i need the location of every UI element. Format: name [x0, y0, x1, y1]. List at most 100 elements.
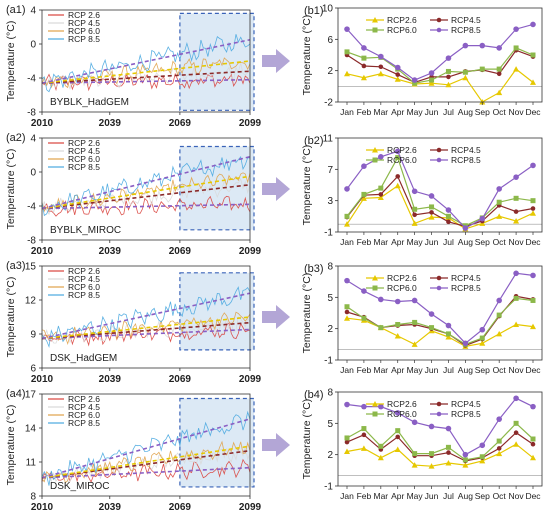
data-point [513, 321, 520, 327]
x-tick-label: 2010 [31, 374, 54, 385]
y-tick-label: 9 [30, 330, 36, 341]
data-point [429, 204, 435, 210]
data-point [378, 53, 384, 60]
data-point [394, 298, 401, 305]
data-point [412, 451, 418, 457]
data-point [394, 446, 401, 452]
series-line-rcp1 [41, 316, 251, 344]
legend-marker [436, 157, 442, 163]
data-point [445, 331, 451, 337]
data-point [378, 185, 384, 191]
data-point [361, 315, 367, 321]
series-line-RCP2.6 [346, 317, 534, 348]
data-point [462, 69, 468, 75]
data-point [445, 460, 452, 466]
data-point [344, 49, 350, 55]
x-tick-label: Jul [443, 365, 454, 375]
x-tick-label: Jul [443, 107, 454, 117]
data-point [496, 199, 502, 205]
x-tick-label: Jan [340, 365, 354, 375]
legend-marker [436, 27, 442, 33]
data-point [462, 74, 469, 81]
legend-entry: RCP 2.6 [68, 266, 100, 276]
data-point [344, 309, 350, 315]
series-line-RCP6.0 [346, 47, 534, 84]
legend-marker [372, 27, 378, 33]
data-point [530, 162, 536, 169]
data-point [479, 42, 486, 49]
x-tick-label: Dec [525, 491, 541, 501]
data-point [446, 74, 451, 80]
y-axis-label: Temperature (°C) [5, 149, 17, 230]
data-point [462, 225, 469, 231]
x-tick-label: Oct [493, 365, 507, 375]
legend-marker [436, 147, 442, 153]
data-point [395, 434, 401, 440]
data-point [530, 436, 536, 442]
x-tick-label: 2010 [31, 502, 54, 513]
x-tick-label: Oct [493, 107, 507, 117]
data-point [513, 174, 519, 180]
x-tick-label: Mar [373, 237, 388, 247]
legend-entry: RCP 2.6 [68, 394, 100, 404]
y-axis-label: Temperature (°C) [301, 399, 313, 480]
legend-entry: RCP8.5 [451, 283, 481, 293]
x-tick-label: Aug [458, 237, 473, 247]
y-tick-label: 0 [30, 40, 36, 51]
plot-frame [337, 391, 543, 487]
data-point [344, 26, 350, 32]
x-tick-label: Nov [509, 365, 525, 375]
x-tick-label: 2069 [169, 118, 192, 129]
data-point [411, 188, 418, 195]
data-point [377, 70, 384, 77]
data-point [412, 206, 418, 212]
plot-frame [41, 9, 251, 113]
data-point [411, 297, 418, 304]
x-tick-label: Jan [340, 237, 354, 247]
legend-entry: RCP6.0 [387, 155, 417, 165]
legend-entry: RCP 4.5 [68, 402, 100, 412]
data-point [361, 55, 367, 61]
right-panel-2: -1 3 7 11 Jan Feb Mar Apr May Jun Jul Aug Sep Oct Nov D… [301, 134, 543, 247]
right-panel-3: -1 2 5 8 Jan Feb Mar Apr May Jun Jul Aug Sep Oct Nov De… [301, 262, 543, 375]
y-axis-label: Temperature (°C) [301, 273, 313, 354]
y-tick-label: 8 [327, 262, 333, 273]
data-point [394, 182, 401, 189]
panel-label: (a2) [6, 132, 26, 144]
x-tick-label: 2099 [239, 246, 262, 257]
data-point [496, 186, 502, 192]
data-point [530, 52, 536, 58]
data-point [344, 304, 350, 310]
x-tick-label: 2010 [31, 118, 54, 129]
data-point [428, 311, 435, 317]
data-point [530, 198, 536, 204]
data-point [394, 76, 401, 82]
x-tick-label: Nov [509, 237, 525, 247]
legend-entry: RCP 2.6 [68, 138, 100, 148]
legend-marker [372, 285, 378, 291]
arrow-icon [262, 177, 290, 201]
data-point [496, 66, 502, 72]
data-point [513, 195, 519, 201]
legend-entry: RCP6.0 [387, 25, 417, 35]
x-tick-label: Apr [391, 107, 404, 117]
y-tick-label: 4 [30, 134, 36, 145]
series-line-RCP4.5 [346, 431, 534, 462]
data-point [428, 80, 435, 86]
x-tick-label: Mar [373, 365, 388, 375]
data-point [394, 64, 401, 71]
legend-entry: RCP 8.5 [68, 290, 100, 300]
x-tick-label: Dec [525, 107, 541, 117]
data-point [513, 295, 519, 301]
x-tick-label: 2039 [99, 246, 122, 257]
right-panel-4: -1 2 5 8 Jan Feb Mar Apr May Jun Jul Aug Sep Oct Nov De… [301, 388, 543, 501]
legend-entry: RCP2.6 [387, 273, 417, 283]
data-point [361, 45, 367, 51]
trend-line-2 [41, 175, 251, 210]
data-point [378, 443, 384, 449]
data-point [361, 403, 367, 410]
plot-frame [337, 137, 543, 233]
data-point [445, 213, 451, 219]
data-point [395, 174, 401, 179]
data-point [462, 457, 468, 463]
